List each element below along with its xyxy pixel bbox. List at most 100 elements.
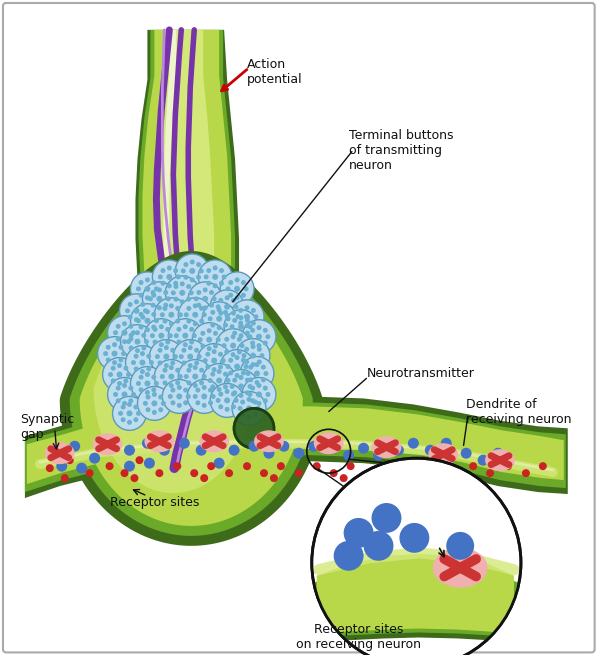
Circle shape: [247, 397, 251, 402]
Circle shape: [173, 354, 178, 359]
Circle shape: [248, 441, 259, 451]
Circle shape: [211, 394, 215, 399]
Circle shape: [241, 370, 246, 375]
Circle shape: [230, 334, 236, 339]
Circle shape: [205, 365, 211, 369]
Circle shape: [140, 302, 145, 307]
Circle shape: [121, 351, 126, 356]
Circle shape: [224, 397, 230, 403]
Circle shape: [121, 405, 125, 409]
Circle shape: [151, 401, 157, 407]
Circle shape: [193, 383, 198, 388]
Circle shape: [198, 337, 203, 342]
Circle shape: [256, 383, 262, 388]
Circle shape: [179, 354, 184, 359]
Circle shape: [159, 445, 170, 456]
Circle shape: [146, 354, 151, 359]
Circle shape: [211, 322, 215, 328]
Circle shape: [236, 315, 241, 319]
Circle shape: [165, 340, 170, 345]
Circle shape: [106, 357, 110, 363]
Text: Synaptic
gap: Synaptic gap: [20, 413, 74, 442]
Circle shape: [208, 388, 213, 393]
Circle shape: [403, 469, 410, 477]
Circle shape: [212, 438, 223, 449]
Ellipse shape: [254, 430, 284, 452]
Circle shape: [203, 274, 209, 280]
Circle shape: [200, 343, 205, 349]
Circle shape: [103, 357, 136, 392]
Circle shape: [371, 503, 401, 533]
Circle shape: [169, 365, 174, 370]
Circle shape: [199, 306, 204, 311]
Circle shape: [234, 364, 240, 370]
Polygon shape: [60, 251, 323, 546]
Circle shape: [117, 363, 122, 368]
Circle shape: [136, 318, 141, 323]
Circle shape: [116, 324, 121, 329]
Circle shape: [139, 388, 143, 392]
Circle shape: [209, 303, 214, 308]
Circle shape: [157, 288, 162, 292]
Circle shape: [248, 378, 253, 382]
Circle shape: [163, 380, 196, 413]
Circle shape: [192, 333, 197, 338]
Circle shape: [122, 330, 127, 336]
Circle shape: [256, 343, 262, 348]
Circle shape: [235, 373, 239, 378]
Circle shape: [293, 447, 304, 459]
Circle shape: [242, 378, 276, 411]
Circle shape: [193, 321, 198, 326]
Circle shape: [186, 394, 191, 399]
Circle shape: [145, 318, 151, 324]
Polygon shape: [314, 561, 518, 638]
Circle shape: [217, 307, 221, 313]
Circle shape: [183, 342, 188, 347]
Circle shape: [243, 462, 251, 470]
Circle shape: [235, 355, 239, 360]
Circle shape: [250, 341, 255, 345]
Circle shape: [128, 315, 133, 320]
Circle shape: [89, 453, 100, 464]
Circle shape: [175, 380, 180, 386]
Circle shape: [194, 296, 199, 301]
Circle shape: [263, 371, 268, 376]
Circle shape: [215, 398, 221, 403]
Circle shape: [145, 318, 178, 353]
Circle shape: [163, 306, 167, 311]
Circle shape: [211, 310, 215, 315]
Circle shape: [140, 315, 145, 320]
Ellipse shape: [433, 548, 488, 588]
Circle shape: [161, 281, 166, 286]
Circle shape: [245, 390, 250, 395]
Circle shape: [122, 392, 127, 397]
Circle shape: [155, 469, 163, 477]
Circle shape: [151, 303, 155, 308]
Circle shape: [145, 295, 150, 300]
Circle shape: [124, 461, 135, 472]
Ellipse shape: [371, 436, 401, 458]
Circle shape: [194, 361, 199, 365]
Circle shape: [165, 327, 170, 332]
Circle shape: [46, 464, 54, 472]
FancyBboxPatch shape: [3, 3, 595, 653]
Circle shape: [221, 358, 226, 363]
Circle shape: [186, 284, 191, 289]
Circle shape: [425, 445, 436, 456]
Circle shape: [130, 304, 164, 338]
Circle shape: [140, 369, 145, 374]
Circle shape: [112, 360, 117, 365]
Circle shape: [178, 359, 212, 393]
Circle shape: [461, 447, 472, 459]
Circle shape: [135, 330, 140, 335]
Circle shape: [232, 330, 237, 336]
Circle shape: [240, 399, 245, 405]
Circle shape: [143, 309, 148, 313]
Circle shape: [177, 385, 182, 390]
Circle shape: [131, 392, 136, 397]
Circle shape: [223, 322, 228, 328]
Circle shape: [118, 345, 124, 350]
Circle shape: [139, 374, 143, 380]
Circle shape: [493, 447, 503, 459]
Circle shape: [178, 374, 183, 379]
